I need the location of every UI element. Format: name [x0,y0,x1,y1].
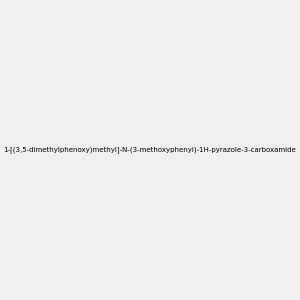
Text: 1-[(3,5-dimethylphenoxy)methyl]-N-(3-methoxyphenyl)-1H-pyrazole-3-carboxamide: 1-[(3,5-dimethylphenoxy)methyl]-N-(3-met… [4,147,296,153]
